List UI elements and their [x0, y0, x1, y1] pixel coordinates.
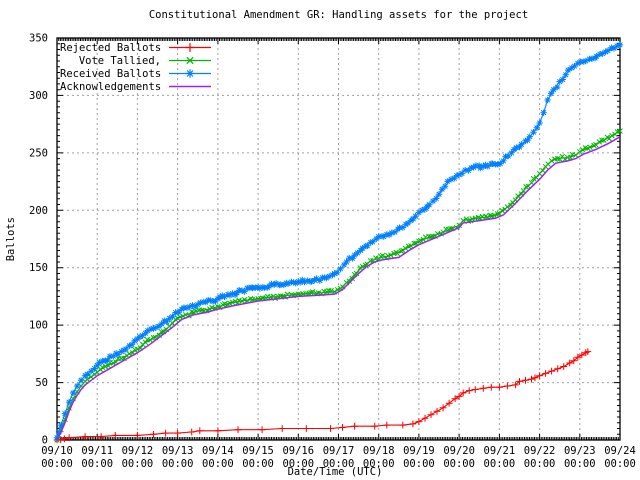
svg-text:09/17: 09/17	[323, 445, 355, 457]
svg-text:250: 250	[29, 147, 48, 159]
legend-label: Acknowledgements	[60, 80, 162, 93]
svg-text:09/11: 09/11	[81, 445, 113, 457]
legend: Rejected Ballots Vote Tallied, Received …	[60, 41, 213, 93]
svg-text:50: 50	[35, 377, 48, 389]
svg-text:00:00: 00:00	[484, 458, 516, 470]
legend-label: Received Ballots	[60, 67, 162, 80]
legend-sample-line	[169, 85, 211, 88]
svg-text:200: 200	[29, 205, 48, 217]
svg-text:00:00: 00:00	[564, 458, 596, 470]
svg-text:09/18: 09/18	[363, 445, 395, 457]
svg-text:09/16: 09/16	[282, 445, 314, 457]
legend-sample-line	[169, 56, 211, 65]
legend-sample-line	[169, 43, 211, 52]
svg-text:09/23: 09/23	[564, 445, 596, 457]
svg-text:09/10: 09/10	[41, 445, 73, 457]
svg-text:00:00: 00:00	[443, 458, 475, 470]
legend-sample-line	[169, 69, 211, 78]
svg-text:0: 0	[42, 435, 48, 447]
svg-text:350: 350	[29, 33, 48, 45]
svg-text:00:00: 00:00	[282, 458, 314, 470]
svg-text:00:00: 00:00	[41, 458, 73, 470]
svg-text:09/12: 09/12	[122, 445, 154, 457]
svg-text:100: 100	[29, 320, 48, 332]
svg-text:00:00: 00:00	[403, 458, 435, 470]
svg-text:00:00: 00:00	[524, 458, 556, 470]
svg-text:00:00: 00:00	[162, 458, 194, 470]
svg-text:00:00: 00:00	[363, 458, 395, 470]
svg-text:09/20: 09/20	[443, 445, 475, 457]
svg-text:00:00: 00:00	[323, 458, 355, 470]
svg-text:09/24: 09/24	[604, 445, 636, 457]
svg-text:09/19: 09/19	[403, 445, 435, 457]
svg-text:09/15: 09/15	[242, 445, 274, 457]
svg-text:09/22: 09/22	[524, 445, 556, 457]
chart-title: Constitutional Amendment GR: Handling as…	[148, 9, 529, 21]
x-axis-label: Date/Time (UTC)	[287, 466, 383, 478]
svg-text:00:00: 00:00	[122, 458, 154, 470]
svg-text:150: 150	[29, 262, 48, 274]
svg-text:09/14: 09/14	[202, 445, 234, 457]
legend-item-received-ballots: Received Ballots	[60, 67, 213, 80]
svg-text:00:00: 00:00	[242, 458, 274, 470]
svg-text:00:00: 00:00	[604, 458, 636, 470]
legend-label: Vote Tallied,	[78, 54, 161, 67]
legend-item-vote-tallied: Vote Tallied,	[60, 54, 213, 67]
svg-text:09/13: 09/13	[162, 445, 194, 457]
legend-label: Rejected Ballots	[60, 41, 162, 54]
legend-item-rejected-ballots: Rejected Ballots	[60, 41, 213, 54]
svg-text:09/21: 09/21	[484, 445, 516, 457]
svg-text:00:00: 00:00	[202, 458, 234, 470]
legend-item-acknowledgements: Acknowledgements	[60, 80, 213, 93]
svg-text:00:00: 00:00	[81, 458, 113, 470]
svg-text:300: 300	[29, 90, 48, 102]
